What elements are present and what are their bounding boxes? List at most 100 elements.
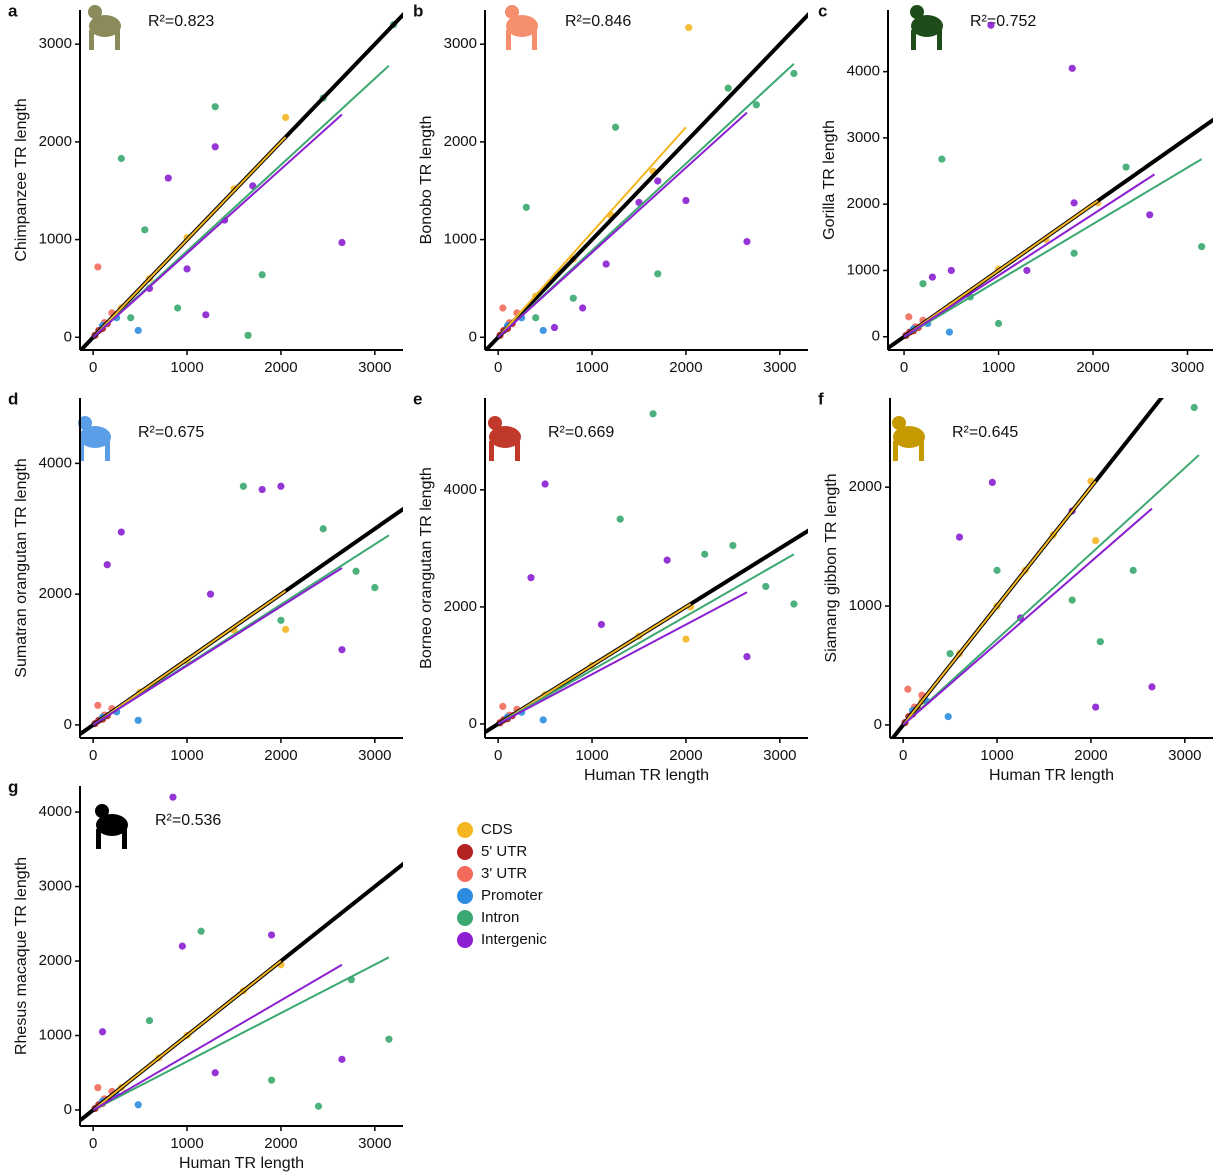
- points: [80, 11, 403, 350]
- point: [1096, 638, 1104, 646]
- point: [1190, 403, 1198, 412]
- panel: g R²=0.536 0 1000 2000 3000 4000 0 1000 2000 3000 R…: [8, 777, 403, 1172]
- points: [80, 793, 403, 1123]
- x-tick-label: 1000: [575, 359, 608, 376]
- panel-letter: g: [8, 777, 18, 796]
- point: [987, 21, 995, 29]
- point: [282, 113, 290, 122]
- point: [1023, 266, 1031, 275]
- x-tick-label: 2000: [264, 1135, 297, 1152]
- x-tick-label: 1000: [170, 747, 203, 764]
- point: [211, 103, 219, 111]
- x-tick-label: 3000: [1171, 359, 1204, 376]
- icon-body: [96, 814, 128, 836]
- point: [282, 625, 290, 634]
- point: [682, 635, 690, 643]
- icon-limb: [515, 441, 520, 461]
- fit-line: [92, 960, 282, 1111]
- panel: c R²=0.752 0 1000 2000 3000 4000 0 1000 2000 3000 G…: [818, 1, 1213, 376]
- x-tick-label: 2000: [1074, 747, 1107, 764]
- point: [314, 1102, 323, 1110]
- annotation: R²=0.669: [548, 424, 614, 441]
- y-tick-label: 4000: [39, 803, 72, 820]
- point: [103, 561, 111, 569]
- fit-line: [92, 113, 343, 339]
- x-tick-label: 0: [89, 359, 97, 376]
- icon-limb: [122, 829, 127, 849]
- point: [94, 1084, 102, 1092]
- point: [94, 701, 102, 709]
- x-tick-label: 0: [899, 747, 907, 764]
- point: [1068, 64, 1076, 72]
- x-tick-label: 1000: [170, 359, 203, 376]
- point: [499, 304, 507, 312]
- x-axis-label: Human TR length: [989, 767, 1114, 784]
- legend-marker: [457, 866, 473, 882]
- points: [80, 482, 403, 737]
- y-tick-label: 2000: [849, 478, 882, 495]
- point: [183, 265, 191, 273]
- icon-limb: [911, 30, 916, 50]
- point: [1148, 683, 1156, 691]
- y-tick-label: 0: [469, 328, 477, 345]
- point: [682, 196, 690, 205]
- y-tick-label: 3000: [39, 878, 72, 895]
- fit-line: [903, 158, 1203, 338]
- y-tick-label: 3000: [847, 129, 880, 146]
- points: [888, 21, 1213, 350]
- fit-line: [497, 126, 687, 338]
- point: [790, 600, 798, 608]
- icon-limb: [893, 441, 898, 461]
- x-tick-label: 2000: [264, 747, 297, 764]
- point: [550, 323, 559, 332]
- point: [239, 482, 247, 490]
- point: [654, 177, 662, 185]
- x-tick-label: 1000: [170, 1135, 203, 1152]
- points: [890, 398, 1200, 738]
- icon-limb: [506, 30, 511, 50]
- x-tick-label: 0: [494, 359, 502, 376]
- x-tick-label: 0: [89, 747, 97, 764]
- point: [141, 226, 149, 234]
- panel-letter: f: [818, 389, 824, 408]
- y-tick-label: 1000: [849, 597, 882, 614]
- annotation: R²=0.536: [155, 812, 221, 829]
- point: [385, 1035, 393, 1043]
- point: [762, 582, 770, 591]
- point: [178, 942, 186, 950]
- fit-line: [902, 454, 1200, 726]
- point: [338, 646, 346, 654]
- y-axis-label: Bonobo TR length: [418, 116, 435, 245]
- point: [319, 525, 327, 533]
- point: [134, 716, 142, 724]
- y-tick-label: 0: [64, 716, 72, 733]
- y-tick-label: 2000: [444, 133, 477, 150]
- point: [164, 174, 172, 182]
- icon-head: [505, 5, 519, 19]
- point: [685, 23, 693, 32]
- fit-line: [903, 200, 1099, 338]
- panel: e R²=0.669 0 2000 4000 0 1000 2000 3000 Borneo or…: [413, 389, 808, 784]
- y-tick-label: 1000: [39, 231, 72, 248]
- point: [919, 280, 927, 288]
- point: [532, 314, 540, 322]
- point: [928, 273, 937, 281]
- icon-body: [489, 426, 521, 448]
- icon-head: [88, 5, 102, 19]
- point: [1070, 199, 1078, 207]
- x-tick-label: 3000: [358, 747, 391, 764]
- point: [988, 478, 996, 487]
- x-tick-label: 3000: [358, 1135, 391, 1152]
- fit-line: [92, 956, 390, 1111]
- point: [211, 1069, 219, 1077]
- point: [611, 123, 620, 131]
- fit-line: [92, 963, 343, 1111]
- point: [267, 931, 276, 939]
- fit-line: [902, 507, 1153, 726]
- point: [701, 550, 709, 558]
- fit-line: [902, 480, 1097, 726]
- icon-limb: [532, 30, 537, 50]
- fit-line: [497, 111, 748, 339]
- annotation: R²=0.752: [970, 13, 1036, 30]
- x-tick-label: 3000: [358, 359, 391, 376]
